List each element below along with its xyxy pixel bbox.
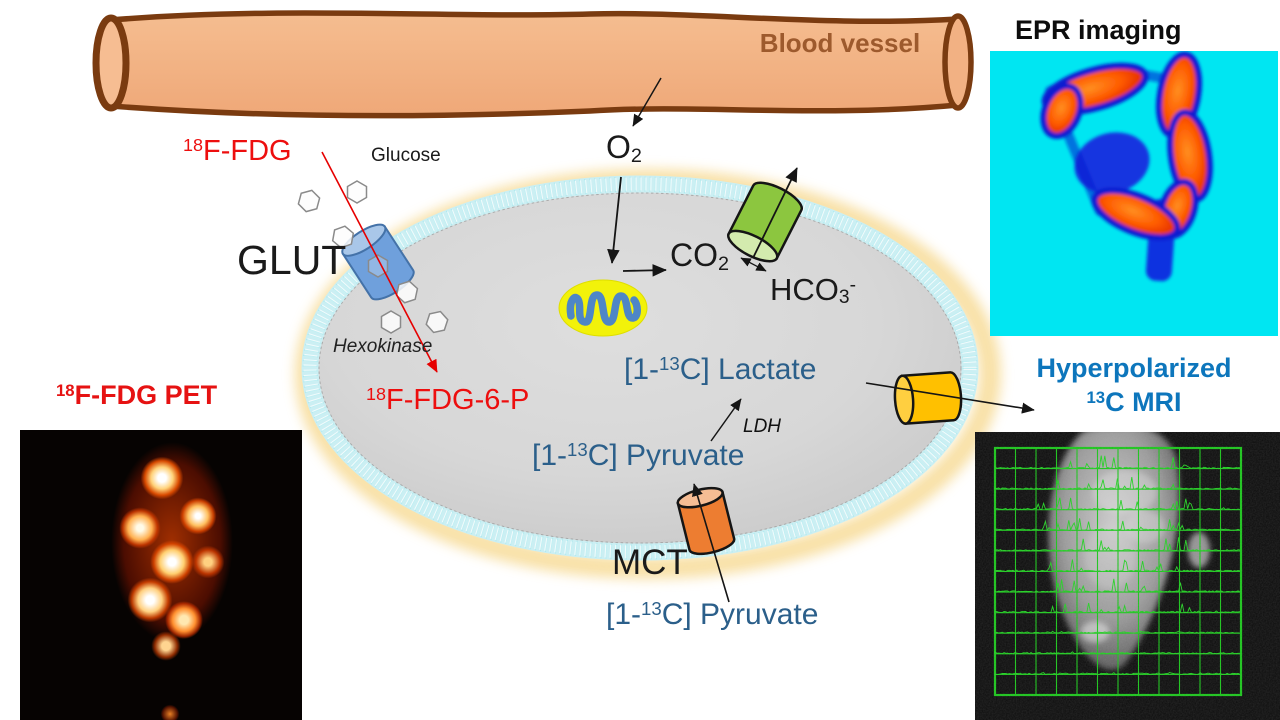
- mri-noise-overlay: [975, 432, 1280, 720]
- hco3-sup: -: [849, 274, 856, 296]
- mri-title-rest: C MRI: [1105, 386, 1182, 417]
- fdg6p-sup: 18: [366, 384, 386, 405]
- ldh-label: LDH: [743, 417, 781, 436]
- pyruvate-in-sup: 13: [567, 439, 588, 461]
- mri-title-line1: Hyperpolarized: [1036, 353, 1232, 383]
- pyruvate-import-arrow: [692, 483, 730, 603]
- co2-text: CO: [670, 237, 718, 273]
- lactate-export-arrow: [865, 382, 1035, 414]
- lactate-sup: 13: [659, 353, 680, 375]
- fdg6p-text: F-FDG-6-P: [386, 384, 530, 416]
- fdg-pet-title: 18F-FDG PET: [56, 380, 218, 410]
- o2-label: O2: [606, 129, 642, 167]
- o2-into-cell-arrow: [607, 176, 622, 264]
- fdg-text: F-FDG: [203, 135, 292, 167]
- vessel-left-opening: [92, 14, 130, 112]
- pet-title-text: F-FDG PET: [74, 380, 218, 410]
- o2-text: O: [606, 129, 631, 165]
- vessel-body: [111, 12, 958, 116]
- epr-orange-blob: [1040, 83, 1084, 139]
- glucose-hexagon-icon: [297, 189, 321, 213]
- hco3-sub: 3: [838, 287, 850, 309]
- blood-vessel-text: Blood vessel: [759, 28, 921, 58]
- co2-label: CO2: [670, 237, 730, 275]
- pyruvate-in-text: C] Pyruvate: [587, 439, 745, 472]
- epr-orange-blob: [1091, 187, 1181, 241]
- pyruvate-extracellular-label: [1-13C] Pyruvate: [606, 598, 819, 631]
- pyruvate-out-text: C] Pyruvate: [661, 598, 819, 631]
- blood-vessel-shape: [92, 10, 974, 119]
- hco3-label: HCO3-: [770, 272, 856, 309]
- ldh-reaction-arrow: [710, 398, 742, 442]
- vessel-right-opening: [942, 13, 974, 111]
- mri-title-sup: 13: [1086, 387, 1106, 407]
- epr-image-canvas: [990, 51, 1278, 336]
- lactate-text: C] Lactate: [679, 353, 817, 386]
- vessel-to-o2-arrow: [632, 77, 662, 127]
- cell-membrane-inner-edge: [318, 192, 962, 544]
- glut-transporter-icon: [341, 223, 415, 301]
- fdg-label: 18F-FDG: [183, 135, 292, 167]
- epr-blue-center: [1074, 132, 1150, 194]
- hyperpolarized-mri-title: Hyperpolarized 13C MRI: [990, 352, 1278, 420]
- diagram-arrows: [321, 77, 1035, 603]
- pyruvate-out-pre: [1-: [606, 598, 642, 631]
- fdg6p-label: 18F-FDG-6-P: [366, 384, 530, 416]
- vessel-top-wall: [110, 10, 959, 25]
- co2-hco3-exchange-arrow: [740, 257, 767, 272]
- pyruvate-out-sup: 13: [641, 598, 662, 620]
- lactate-label: [1-13C] Lactate: [624, 353, 817, 386]
- pyruvate-intracellular-label: [1-13C] Pyruvate: [532, 439, 745, 472]
- glucose-hexagon-icon: [425, 310, 449, 334]
- epr-signal-blobs: [1040, 51, 1213, 282]
- hexokinase-text: Hexokinase: [333, 336, 433, 357]
- fdg-uptake-arrow: [321, 151, 438, 373]
- ldh-text: LDH: [743, 416, 782, 437]
- hco3-text: HCO: [770, 272, 839, 307]
- fdg-sup: 18: [183, 135, 203, 156]
- glucose-hexagon-icon: [331, 225, 355, 249]
- glucose-text: Glucose: [371, 145, 441, 166]
- glut-text: GLUT: [237, 237, 347, 283]
- lactate-transporter-icon: [893, 371, 963, 425]
- co2-production-arrow: [622, 264, 667, 277]
- glucose-label: Glucose: [371, 146, 441, 165]
- vessel-bottom-wall: [110, 102, 959, 119]
- mri-image-canvas: [975, 426, 1280, 720]
- mct-label: MCT: [612, 545, 688, 581]
- mitochondria-icon: [558, 279, 648, 337]
- mitochondria-cristae: [566, 291, 641, 326]
- glucose-molecule-icons: [297, 180, 449, 334]
- epr-title-text: EPR imaging: [1015, 15, 1182, 45]
- blood-vessel-label: Blood vessel: [750, 30, 930, 57]
- epr-image: [990, 51, 1278, 336]
- mri-image: [975, 426, 1280, 720]
- co2-sub: 2: [718, 252, 730, 275]
- pet-image: [20, 430, 302, 720]
- glucose-hexagon-icon: [346, 180, 368, 204]
- cell-membrane-speckle-2: [302, 176, 978, 560]
- bicarbonate-transporter-icon: [727, 181, 803, 263]
- mct-text: MCT: [612, 543, 688, 582]
- bicarbonate-export-arrow: [752, 167, 798, 259]
- epr-imaging-title: EPR imaging: [1015, 15, 1182, 45]
- pyruvate-in-pre: [1-: [532, 439, 568, 472]
- glucose-hexagon-icon: [367, 254, 389, 278]
- glucose-hexagon-icon: [380, 310, 402, 334]
- pet-title-sup: 18: [56, 380, 75, 400]
- lactate-pre: [1-: [624, 353, 660, 386]
- tumor-cell: [295, 169, 1001, 579]
- hexokinase-label: Hexokinase: [333, 337, 432, 356]
- glucose-hexagon-icon: [395, 280, 419, 304]
- glut-label: GLUT: [237, 237, 347, 283]
- o2-sub: 2: [630, 144, 642, 167]
